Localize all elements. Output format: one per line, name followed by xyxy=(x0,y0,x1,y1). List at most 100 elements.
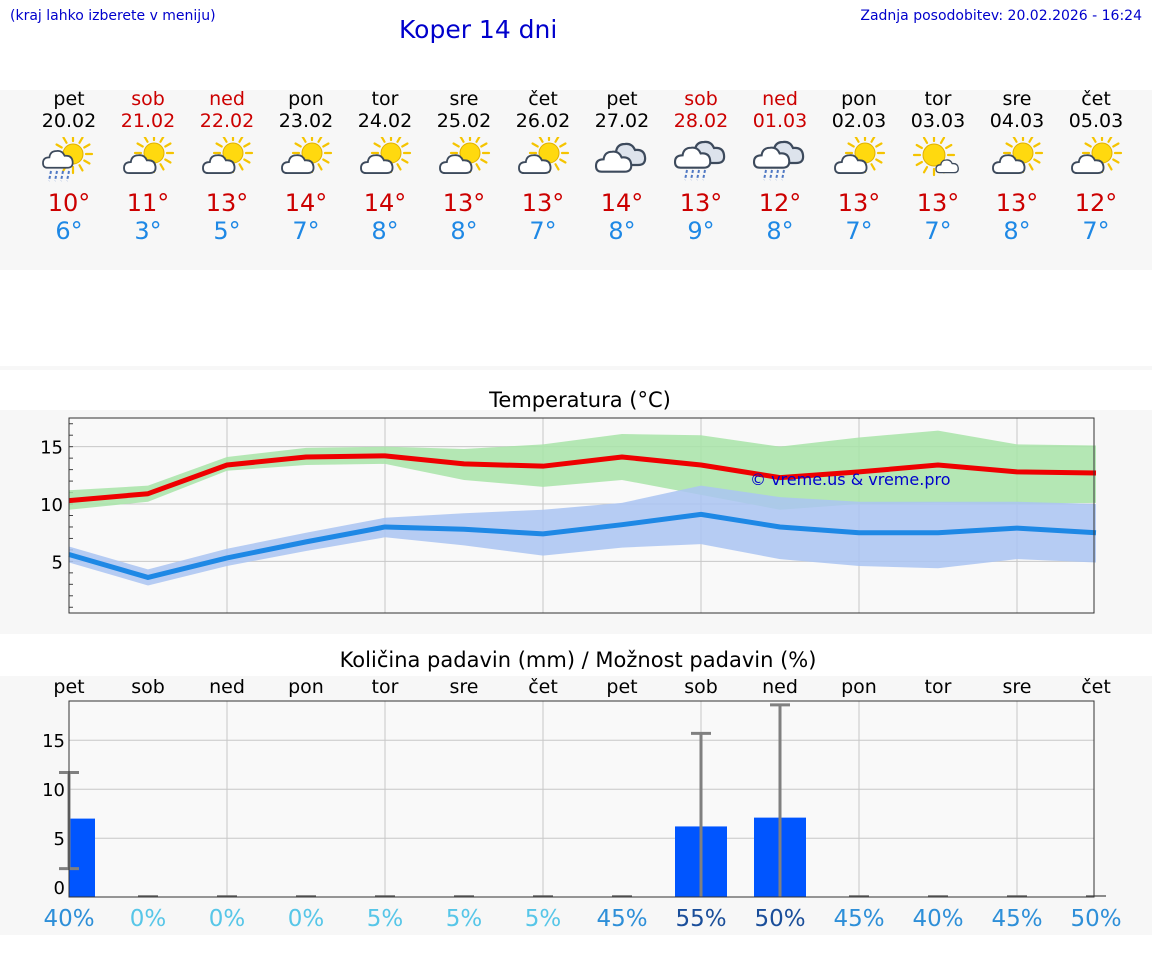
sun-cloud-icon xyxy=(120,132,176,189)
max-temperature: 14° xyxy=(600,189,644,217)
max-temperature: 13° xyxy=(995,189,1039,217)
forecast-day: čet 05.03 12° 7° xyxy=(1056,88,1136,245)
day-date: 03.03 xyxy=(910,110,966,132)
max-temperature: 13° xyxy=(205,189,249,217)
day-name: pet xyxy=(606,88,638,110)
day-date: 25.02 xyxy=(436,110,492,132)
day-name: čet xyxy=(1081,88,1111,110)
day-date: 23.02 xyxy=(278,110,334,132)
line-max xyxy=(68,453,1097,504)
day-date: 04.03 xyxy=(989,110,1045,132)
day-date: 01.03 xyxy=(752,110,808,132)
min-temperature: 9° xyxy=(687,217,715,245)
y-tick-label: 10 xyxy=(42,780,65,801)
forecast-band xyxy=(0,90,1152,270)
watermark: © vreme.us & vreme.pro xyxy=(750,470,951,489)
day-name: sre xyxy=(1002,88,1032,110)
day-name: pon xyxy=(841,88,877,110)
forecast-day: ned 01.03 12° 8° xyxy=(740,88,820,245)
y-tick-label: 15 xyxy=(40,438,63,459)
max-temperature: 12° xyxy=(1074,189,1118,217)
min-temperature: 7° xyxy=(1082,217,1110,245)
day-name: sre xyxy=(449,88,479,110)
temperature-chart: 5 10 15 © vreme.us & vreme.pro xyxy=(40,417,1097,614)
sun-cloud-icon xyxy=(989,132,1045,189)
sun-cloud-icon xyxy=(278,132,334,189)
day-date: 20.02 xyxy=(41,110,97,132)
y-tick-label: 15 xyxy=(42,731,65,752)
page-title: Koper 14 dni xyxy=(399,15,558,44)
x-tick-label: sob xyxy=(131,676,165,698)
forecast-day: sre 25.02 13° 8° xyxy=(424,88,504,245)
sun-cloud-icon xyxy=(515,132,571,189)
min-temperature: 7° xyxy=(924,217,952,245)
y-tick-label: 0 xyxy=(54,878,65,899)
day-date: 05.03 xyxy=(1068,110,1124,132)
sun-cloud-icon xyxy=(1068,132,1124,189)
day-date: 21.02 xyxy=(120,110,176,132)
sun-small-cloud-icon xyxy=(910,133,966,189)
sun-cloud-icon xyxy=(199,132,255,189)
day-name: pet xyxy=(53,88,85,110)
precipitation-probability: 45% xyxy=(991,906,1042,932)
x-tick-label: sob xyxy=(684,676,718,698)
x-tick-label: čet xyxy=(1081,676,1111,698)
x-tick-label: tor xyxy=(925,676,952,698)
max-temperature: 10° xyxy=(47,189,91,217)
y-tick-label: 5 xyxy=(52,552,63,573)
min-temperature: 8° xyxy=(608,217,636,245)
band-max xyxy=(69,430,1096,510)
y-tick-label: 10 xyxy=(40,495,63,516)
day-date: 26.02 xyxy=(515,110,571,132)
plot-frame xyxy=(68,700,1095,898)
precipitation-probability: 0% xyxy=(288,906,325,932)
precipitation-bar xyxy=(69,818,95,897)
min-temperature: 7° xyxy=(845,217,873,245)
rain-cloud-icon xyxy=(673,137,729,189)
day-date: 24.02 xyxy=(357,110,413,132)
precipitation-probability: 55% xyxy=(675,906,726,932)
min-temperature: 3° xyxy=(134,217,162,245)
precipitation-probability: 40% xyxy=(43,906,94,932)
day-date: 28.02 xyxy=(673,110,729,132)
forecast-day: ned 22.02 13° 5° xyxy=(187,88,267,245)
precipitation-probability: 5% xyxy=(367,906,404,932)
precipitation-probability: 50% xyxy=(754,906,805,932)
forecast-day: pet 20.02 10° 6° xyxy=(29,88,109,245)
forecast-day: sre 04.03 13° 8° xyxy=(977,88,1057,245)
min-temperature: 8° xyxy=(371,217,399,245)
sun-cloud-rain-icon xyxy=(41,133,97,189)
min-temperature: 7° xyxy=(292,217,320,245)
day-name: tor xyxy=(371,88,399,110)
location-hint: (kraj lahko izberete v meniju) xyxy=(10,8,216,24)
forecast-day: pon 02.03 13° 7° xyxy=(819,88,899,245)
precipitation-probability: 45% xyxy=(833,906,884,932)
x-tick-label: pet xyxy=(606,676,637,698)
day-date: 02.03 xyxy=(831,110,887,132)
day-name: ned xyxy=(762,88,798,110)
plot-area xyxy=(69,701,1094,897)
x-tick-label: tor xyxy=(372,676,399,698)
day-name: sob xyxy=(684,88,718,110)
precipitation-probability: 5% xyxy=(525,906,562,932)
forecast-day: sob 28.02 13° 9° xyxy=(661,88,741,245)
day-name: čet xyxy=(528,88,558,110)
forecast-day: sob 21.02 11° 3° xyxy=(108,88,188,245)
max-temperature: 13° xyxy=(679,189,723,217)
max-temperature: 14° xyxy=(363,189,407,217)
plot-frame xyxy=(68,417,1095,614)
max-temperature: 14° xyxy=(284,189,328,217)
day-name: ned xyxy=(209,88,245,110)
min-temperature: 6° xyxy=(55,217,83,245)
divider-band xyxy=(0,366,1152,370)
x-tick-label: sre xyxy=(450,676,479,698)
precipitation-chart: pet sob ned pon tor sre čet pet sob ned pon tor sre č… xyxy=(42,676,1121,932)
day-name: tor xyxy=(924,88,952,110)
temperature-chart-title: Temperatura (°C) xyxy=(489,388,671,412)
max-temperature: 11° xyxy=(126,189,170,217)
forecast-day: čet 26.02 13° 7° xyxy=(503,88,583,245)
precipitation-probability: 5% xyxy=(446,906,483,932)
forecast-day: pon 23.02 14° 7° xyxy=(266,88,346,245)
cloudy-icon xyxy=(594,137,650,189)
precipitation-probability: 0% xyxy=(209,906,246,932)
